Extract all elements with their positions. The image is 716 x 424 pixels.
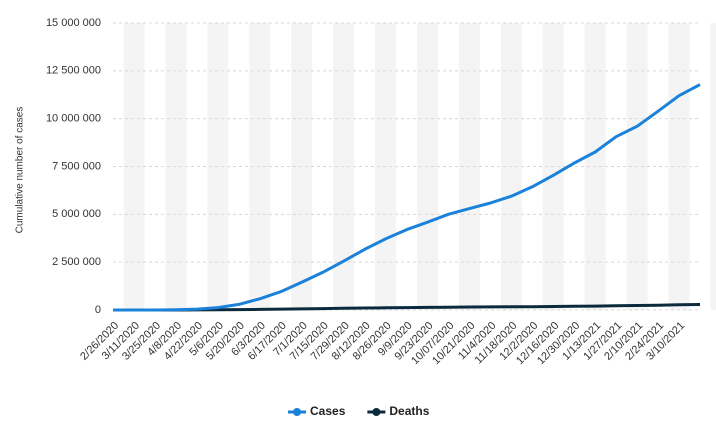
legend-marker[interactable] bbox=[293, 408, 301, 416]
y-axis-title: Cumulative number of cases bbox=[15, 107, 26, 234]
y-tick-label: 10 000 000 bbox=[46, 113, 101, 125]
legend-label[interactable]: Deaths bbox=[389, 404, 429, 418]
y-tick-label: 2 500 000 bbox=[52, 256, 101, 268]
y-tick-label: 0 bbox=[95, 304, 101, 316]
y-tick-label: 12 500 000 bbox=[46, 65, 101, 77]
legend-label[interactable]: Cases bbox=[310, 404, 346, 418]
band bbox=[710, 23, 716, 310]
y-tick-label: 7 500 000 bbox=[52, 160, 101, 172]
y-tick-label: 5 000 000 bbox=[52, 208, 101, 220]
series-line bbox=[113, 83, 701, 312]
series-line bbox=[113, 303, 701, 312]
legend-marker[interactable] bbox=[372, 408, 381, 416]
y-tick-label: 15 000 000 bbox=[46, 17, 101, 29]
